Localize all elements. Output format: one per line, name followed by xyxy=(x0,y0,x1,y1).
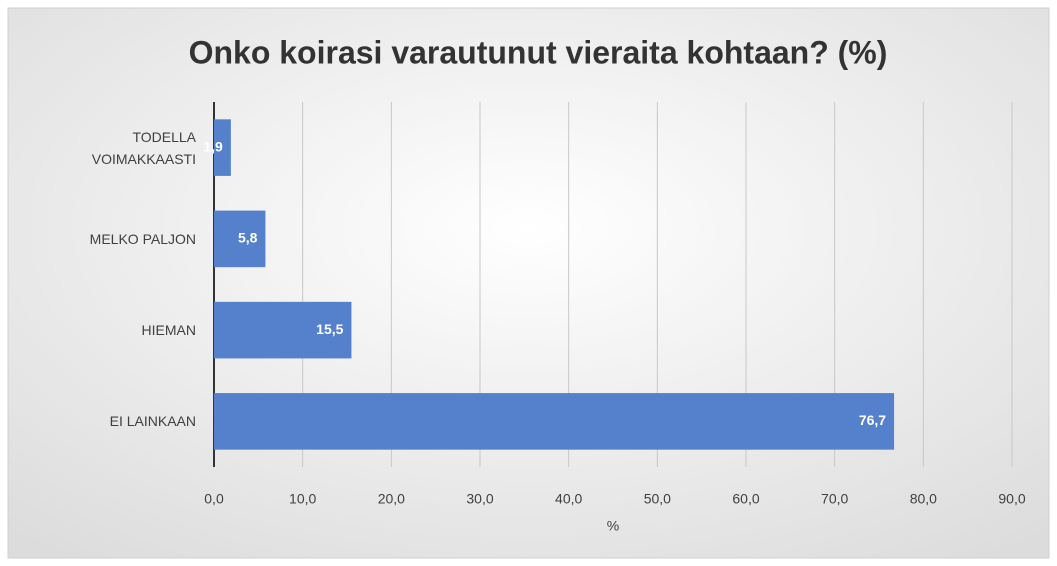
bar xyxy=(214,301,352,359)
y-tick-label: MELKO PALJON xyxy=(89,230,196,247)
value-label: 5,8 xyxy=(238,230,258,246)
chart-title: Onko koirasi varautunut vieraita kohtaan… xyxy=(189,34,888,70)
x-tick-label: 80,0 xyxy=(910,491,937,507)
x-axis-label: % xyxy=(607,518,619,534)
x-tick-label: 90,0 xyxy=(998,491,1025,507)
bar xyxy=(214,393,895,450)
x-tick-label: 40,0 xyxy=(555,491,582,507)
value-label: 76,7 xyxy=(859,412,886,428)
x-tick-label: 60,0 xyxy=(732,491,759,507)
value-label: 1,9 xyxy=(203,138,223,154)
x-tick-label: 10,0 xyxy=(289,491,316,507)
value-label: 15,5 xyxy=(316,321,343,337)
x-tick-label: 70,0 xyxy=(821,491,848,507)
bar xyxy=(214,119,231,176)
x-tick-label: 50,0 xyxy=(644,491,671,507)
bar xyxy=(214,210,266,268)
x-tick-label: 30,0 xyxy=(466,491,493,507)
x-tick-label: 0,0 xyxy=(204,491,224,507)
chart-background xyxy=(7,7,1050,559)
y-tick-label: EI LAINKAAN xyxy=(109,413,196,430)
x-tick-label: 20,0 xyxy=(378,491,405,507)
y-tick-label: TODELLA VOIMAKKAASTI xyxy=(91,128,196,167)
y-tick-label: HIEMAN xyxy=(141,322,196,339)
